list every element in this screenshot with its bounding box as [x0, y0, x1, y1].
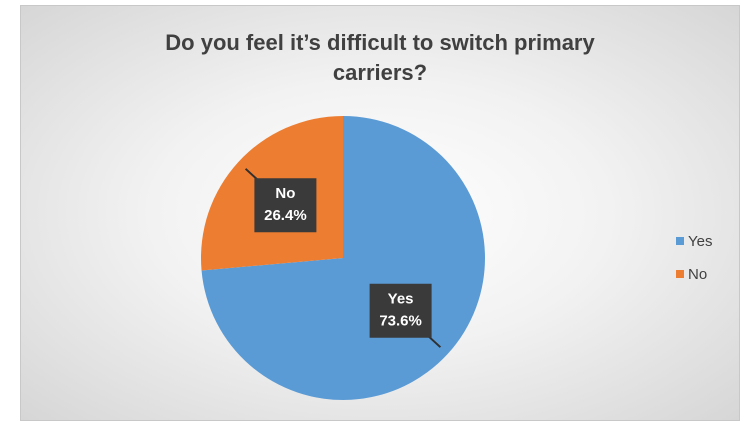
data-label-name: No	[275, 185, 295, 202]
legend-swatch	[676, 270, 684, 278]
legend-swatch	[676, 237, 684, 245]
chart-title: Do you feel it’s difficult to switch pri…	[165, 30, 595, 85]
data-label-box	[254, 178, 317, 233]
data-label-box	[369, 283, 432, 338]
legend-label: No	[688, 266, 707, 283]
legend-label: Yes	[688, 233, 712, 250]
data-label-value: 73.6%	[379, 313, 422, 330]
data-label-value: 26.4%	[264, 207, 307, 224]
data-label-name: Yes	[388, 291, 414, 308]
